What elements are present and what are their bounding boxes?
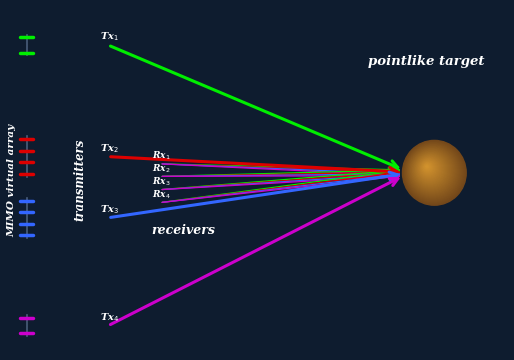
Ellipse shape	[405, 143, 462, 201]
Ellipse shape	[420, 160, 437, 176]
Ellipse shape	[421, 160, 436, 175]
Ellipse shape	[407, 145, 459, 198]
Ellipse shape	[403, 142, 464, 203]
Ellipse shape	[403, 141, 465, 204]
Ellipse shape	[415, 154, 445, 184]
Ellipse shape	[420, 159, 438, 177]
Text: Rx$_2$: Rx$_2$	[152, 162, 170, 175]
Text: pointlike target: pointlike target	[369, 55, 485, 68]
Text: Rx$_3$: Rx$_3$	[152, 175, 170, 188]
Ellipse shape	[408, 147, 457, 196]
Ellipse shape	[402, 140, 466, 205]
Ellipse shape	[426, 165, 429, 168]
Ellipse shape	[421, 161, 435, 174]
Text: MIMO virtual array: MIMO virtual array	[7, 123, 16, 237]
Ellipse shape	[413, 152, 449, 188]
Text: Tx$_1$: Tx$_1$	[100, 30, 119, 43]
Ellipse shape	[415, 154, 446, 185]
Ellipse shape	[418, 158, 440, 179]
Ellipse shape	[412, 151, 450, 189]
Ellipse shape	[423, 162, 433, 172]
Ellipse shape	[426, 166, 428, 167]
Ellipse shape	[414, 152, 448, 187]
Text: Rx$_4$: Rx$_4$	[152, 188, 171, 201]
Ellipse shape	[411, 149, 453, 192]
Ellipse shape	[409, 148, 455, 194]
Text: transmitters: transmitters	[73, 139, 86, 221]
Ellipse shape	[423, 162, 434, 173]
Text: Tx$_4$: Tx$_4$	[100, 311, 119, 324]
Ellipse shape	[414, 153, 447, 186]
Ellipse shape	[412, 150, 451, 190]
Text: Tx$_2$: Tx$_2$	[100, 142, 119, 155]
Ellipse shape	[417, 156, 442, 181]
Ellipse shape	[411, 150, 452, 191]
Ellipse shape	[409, 147, 456, 195]
Text: receivers: receivers	[152, 224, 215, 237]
Text: Rx$_1$: Rx$_1$	[152, 149, 170, 162]
Ellipse shape	[424, 163, 432, 171]
Text: Tx$_3$: Tx$_3$	[100, 203, 119, 216]
Ellipse shape	[405, 143, 463, 202]
Ellipse shape	[406, 144, 460, 199]
Ellipse shape	[416, 155, 444, 183]
Ellipse shape	[406, 144, 461, 200]
Ellipse shape	[424, 164, 431, 170]
Ellipse shape	[417, 156, 443, 182]
Ellipse shape	[408, 146, 458, 197]
Ellipse shape	[410, 148, 454, 193]
Ellipse shape	[419, 158, 439, 178]
Ellipse shape	[425, 164, 430, 169]
Ellipse shape	[418, 157, 441, 180]
